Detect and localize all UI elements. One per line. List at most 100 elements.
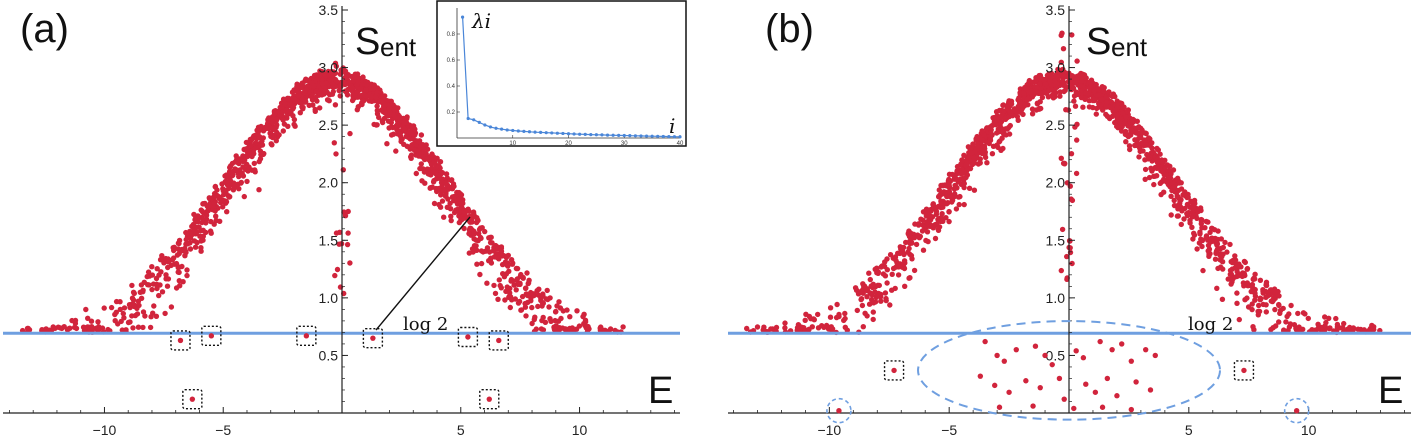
inset-point: [639, 134, 643, 138]
scatter-point: [520, 274, 526, 281]
y-tick-label: 1.0: [319, 290, 339, 306]
scatter-point: [841, 317, 847, 324]
scatter-point: [174, 252, 181, 258]
scatter-point: [827, 305, 834, 311]
scatter-point: [1242, 297, 1248, 303]
panel-a: −10 −5 5 100.51.01.52.02.53.03.5 (a) S ent …: [3, 0, 687, 438]
scatter-point: [392, 114, 398, 121]
scatter-point: [313, 94, 319, 101]
scatter-point: [1079, 78, 1085, 84]
scatter-point: [227, 194, 233, 200]
scatter-point: [557, 325, 564, 332]
inset-y-tick-label: 0.4: [447, 84, 456, 90]
scatter-point: [386, 125, 392, 131]
scatter-point: [984, 160, 990, 166]
scatter-point: [1143, 130, 1149, 137]
scatter-point: [153, 313, 160, 319]
scatter-point: [418, 132, 425, 138]
inset-point: [611, 133, 615, 137]
scatter-point: [380, 119, 386, 126]
scatter-point: [1072, 103, 1079, 109]
scatter-point: [552, 317, 558, 324]
scatter-point: [1134, 118, 1141, 125]
scatter-point: [409, 124, 415, 131]
cluster-point: [982, 338, 988, 345]
scatter-point: [553, 323, 559, 329]
highlight-points-a: [177, 333, 502, 402]
scatter-point: [961, 152, 967, 158]
scatter-point: [1194, 246, 1200, 252]
scatter-point: [884, 267, 890, 273]
scatter-point: [946, 218, 952, 225]
cluster-point: [1023, 378, 1029, 384]
scatter-point: [148, 314, 154, 320]
highlighted-point: [486, 396, 492, 402]
scatter-point: [469, 246, 476, 252]
scatter-point: [182, 245, 188, 252]
scatter-point: [1068, 196, 1074, 202]
scatter-point: [983, 126, 990, 132]
scatter-point: [1124, 108, 1131, 115]
inset-point: [539, 130, 543, 135]
scatter-point: [1206, 253, 1212, 259]
scatter-point: [131, 290, 137, 297]
scatter-point: [403, 133, 409, 140]
scatter-point: [248, 142, 254, 148]
scatter-point: [1058, 267, 1065, 274]
scatter-point: [1137, 145, 1143, 151]
scatter-point: [585, 323, 591, 330]
y-tick-label: 2.0: [1046, 175, 1066, 191]
inset-point: [661, 134, 665, 139]
scatter-point: [1159, 169, 1166, 175]
scatter-point: [1240, 280, 1247, 286]
scatter-point: [478, 248, 485, 254]
scatter-point: [1023, 86, 1029, 92]
scatter-point: [1322, 327, 1328, 333]
scatter-point: [1195, 208, 1201, 215]
scatter-point: [411, 147, 418, 154]
inset-point: [533, 130, 537, 134]
scatter-point: [1184, 210, 1190, 217]
scatter-point: [961, 180, 967, 187]
scatter-point: [905, 249, 911, 255]
scatter-point: [442, 192, 449, 198]
scatter-point: [1057, 93, 1063, 99]
dotted-square-marker: [883, 360, 905, 381]
y-tick-label: 2.0: [319, 175, 339, 191]
scatter-point: [995, 126, 1001, 132]
scatter-point: [192, 217, 198, 223]
scatter-point: [906, 233, 913, 240]
cluster-point: [1128, 406, 1135, 413]
scatter-point: [131, 302, 137, 308]
scatter-point: [802, 317, 808, 323]
scatter-point: [273, 138, 279, 144]
inset-point: [500, 127, 504, 131]
scatter-point: [1256, 302, 1262, 309]
scatter-point: [1369, 322, 1375, 329]
inset-point: [617, 133, 621, 137]
scatter-point: [117, 306, 124, 313]
scatter-point: [902, 283, 908, 289]
scatter-point: [65, 326, 72, 332]
scatter-point: [1167, 175, 1174, 181]
inset-point: [594, 133, 598, 137]
scatter-point: [72, 317, 79, 324]
inset-x-tick-label: 40: [677, 141, 684, 147]
scatter-point: [428, 172, 434, 178]
scatter-point: [1252, 271, 1258, 277]
scatter-point: [478, 260, 485, 267]
inset-point: [628, 134, 632, 138]
scatter-point: [269, 134, 276, 141]
scatter-point: [388, 132, 395, 138]
scatter-point: [443, 179, 449, 186]
scatter-point: [1182, 192, 1188, 199]
scatter-point: [317, 105, 323, 111]
scatter-point: [1069, 32, 1075, 38]
scatter-point: [834, 301, 840, 308]
scatter-point: [280, 128, 286, 134]
inset-point: [544, 131, 548, 135]
scatter-point: [933, 211, 940, 217]
y-tick-label: 3.5: [1046, 2, 1066, 18]
scatter-point: [438, 179, 445, 186]
scatter-point: [135, 324, 142, 330]
